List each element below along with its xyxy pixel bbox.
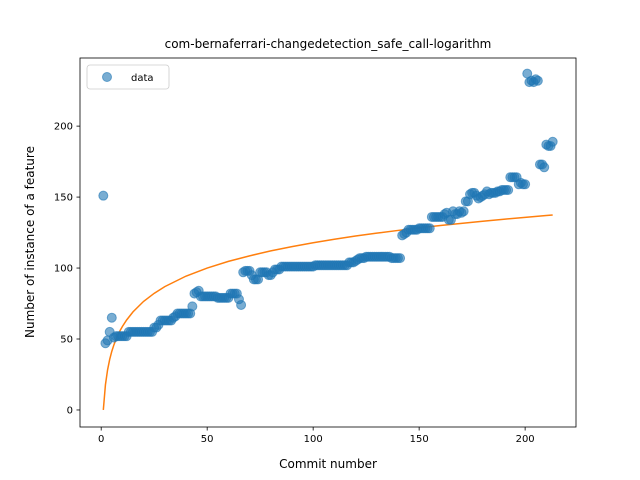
x-axis-ticks: 0 50 100 150 200 — [98, 427, 535, 445]
x-tick-label: 150 — [410, 434, 429, 445]
legend-label-data: data — [131, 73, 154, 84]
x-tick-label: 50 — [201, 434, 214, 445]
y-tick-label: 50 — [60, 335, 73, 346]
x-tick-label: 0 — [98, 434, 104, 445]
data-point — [395, 253, 406, 264]
data-point — [187, 301, 198, 312]
data-point — [98, 190, 109, 201]
data-point — [503, 184, 514, 195]
data-point — [532, 75, 543, 86]
legend-marker-data — [102, 72, 112, 82]
legend: data — [86, 64, 170, 90]
data-point — [236, 299, 247, 310]
y-tick-label: 150 — [54, 193, 73, 204]
data-point — [520, 179, 531, 190]
y-tick-label: 100 — [54, 264, 73, 275]
data-point — [106, 312, 117, 323]
plot-area — [79, 57, 577, 428]
data-point — [547, 136, 558, 147]
chart-title: com-bernaferrari-changedetection_safe_ca… — [165, 37, 492, 51]
data-point — [539, 162, 550, 173]
y-tick-label: 0 — [67, 405, 73, 416]
data-points-layer — [98, 68, 558, 349]
y-tick-label: 200 — [54, 122, 73, 133]
legend-box — [86, 64, 170, 90]
data-point — [458, 206, 469, 217]
x-tick-label: 200 — [516, 434, 535, 445]
x-tick-label: 100 — [304, 434, 323, 445]
data-point — [424, 223, 435, 234]
x-axis-label: Commit number — [279, 457, 377, 471]
plot-frame — [79, 57, 577, 428]
y-axis-label: Number of instance of a feature — [23, 146, 37, 338]
y-axis-ticks: 0 50 100 150 200 — [54, 122, 80, 416]
